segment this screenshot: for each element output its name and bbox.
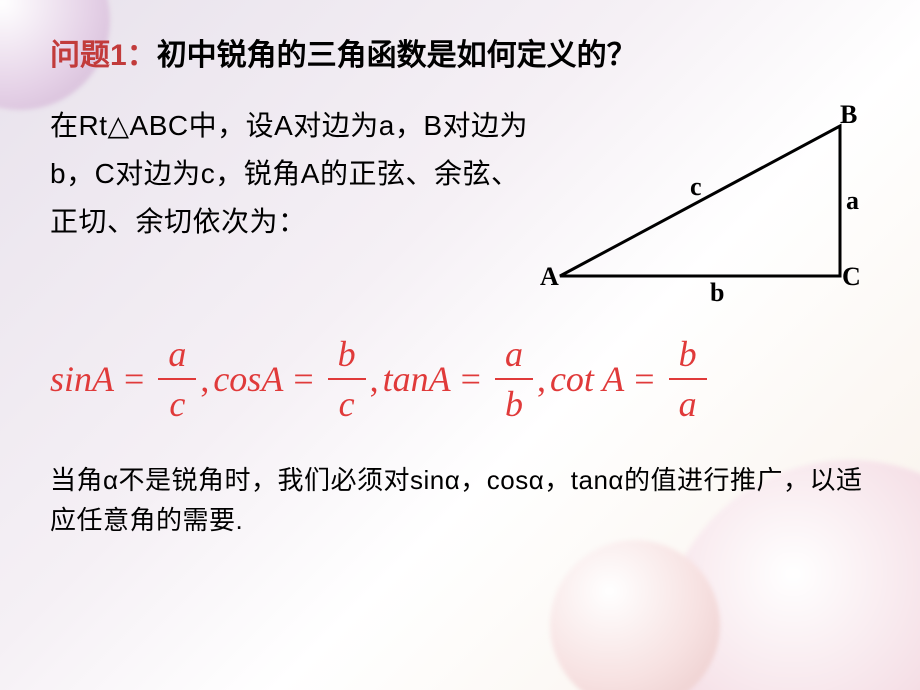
cos-func: cosA <box>213 358 283 400</box>
closing-paragraph: 当角α不是锐角时，我们必须对sinα，cosα，tanα的值进行推广，以适应任意… <box>50 460 880 541</box>
equals-sign: = <box>293 358 313 400</box>
question-label: 问题1： <box>50 39 157 72</box>
sin-func: sinA <box>50 358 114 400</box>
vertex-A-label: A <box>540 262 559 292</box>
fraction-bar <box>495 378 533 380</box>
equals-sign: = <box>461 358 481 400</box>
equals-sign: = <box>124 358 144 400</box>
tan-numerator: a <box>495 334 533 374</box>
cos-fraction: b c <box>328 334 366 424</box>
question-title: 问题1：初中锐角的三角函数是如何定义的？ <box>50 30 880 74</box>
side-b-label: b <box>710 278 724 308</box>
tan-denominator: b <box>495 384 533 424</box>
question-text: 初中锐角的三角函数是如何定义的？ <box>157 39 637 72</box>
triangle-svg <box>540 106 870 316</box>
side-a-label: a <box>846 186 859 216</box>
definition-paragraph: 在Rt△ABC中，设A对边为a，B对边为b，C对边为c，锐角A的正弦、余弦、正切… <box>50 102 530 246</box>
fraction-bar <box>328 378 366 380</box>
tan-func: tanA <box>383 358 451 400</box>
cos-numerator: b <box>328 334 366 374</box>
sin-denominator: c <box>159 384 195 424</box>
sin-fraction: a c <box>158 334 196 424</box>
equals-sign: = <box>634 358 654 400</box>
cot-numerator: b <box>669 334 707 374</box>
fraction-bar <box>669 378 707 380</box>
tan-fraction: a b <box>495 334 533 424</box>
trig-formulas: sinA = a c , cosA = b c , tanA = a b , c… <box>50 334 880 424</box>
slide-content: 问题1：初中锐角的三角函数是如何定义的？ 在Rt△ABC中，设A对边为a，B对边… <box>0 0 920 690</box>
separator-comma: , <box>370 358 379 400</box>
cos-denominator: c <box>329 384 365 424</box>
fraction-bar <box>158 378 196 380</box>
separator-comma: , <box>200 358 209 400</box>
triangle-diagram: A B C a b c <box>540 106 870 316</box>
separator-comma: , <box>537 358 546 400</box>
sin-numerator: a <box>158 334 196 374</box>
definition-row: 在Rt△ABC中，设A对边为a，B对边为b，C对边为c，锐角A的正弦、余弦、正切… <box>50 102 880 316</box>
vertex-C-label: C <box>842 262 861 292</box>
vertex-B-label: B <box>840 100 857 130</box>
cot-func: cot A <box>550 358 624 400</box>
cot-fraction: b a <box>669 334 707 424</box>
cot-denominator: a <box>669 384 707 424</box>
side-c-label: c <box>690 172 702 202</box>
